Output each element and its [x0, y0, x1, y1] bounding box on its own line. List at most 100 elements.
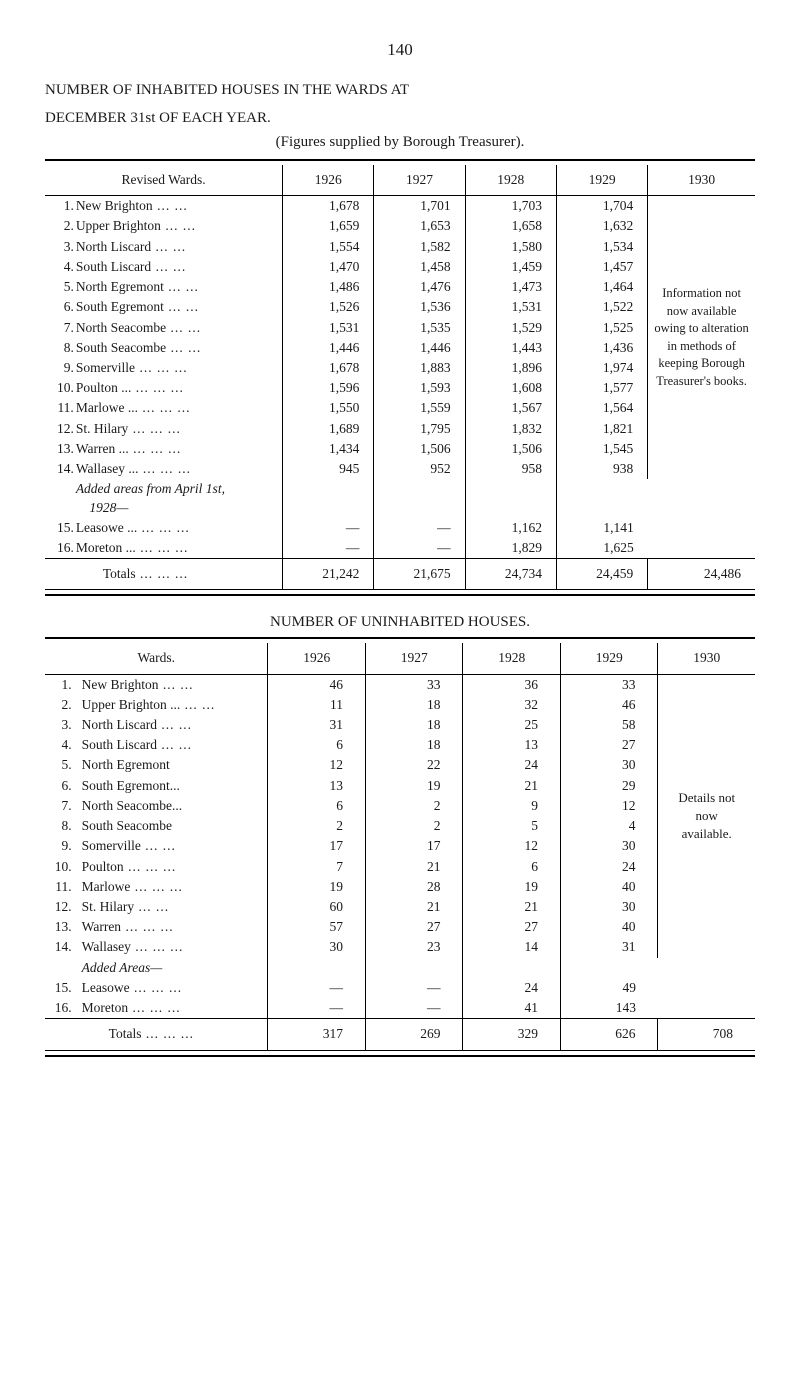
row-number: 1. [45, 674, 76, 695]
cell-value: 1,829 [465, 538, 556, 559]
cell-value: 1,974 [556, 358, 647, 378]
row-number: 14. [45, 937, 76, 957]
cell-value: 27 [463, 917, 561, 937]
cell-value: 28 [365, 877, 463, 897]
cell-value: 58 [560, 715, 658, 735]
cell-value: — [374, 518, 465, 538]
total-value: 24,734 [465, 559, 556, 590]
cell-value: 2 [268, 816, 366, 836]
cell-value: 1,535 [374, 318, 465, 338]
cell-value: — [365, 998, 463, 1019]
cell-value: 6 [268, 735, 366, 755]
cell-value: 21 [463, 897, 561, 917]
row-number: 2. [45, 216, 76, 236]
total-value: 24,459 [556, 559, 647, 590]
row-number: 9. [45, 358, 76, 378]
cell-value: 21 [365, 897, 463, 917]
cell-value: 1,446 [374, 338, 465, 358]
cell-value: 1,883 [374, 358, 465, 378]
year-header: 1927 [374, 165, 465, 196]
table-row: 1.New Brighton1,6781,7011,7031,704Inform… [45, 196, 755, 217]
section-2-title: NUMBER OF UNINHABITED HOUSES. [45, 614, 755, 631]
divider [45, 1055, 755, 1057]
table-row: 8.South Seacombe2254 [45, 816, 755, 836]
cell-value: 30 [560, 897, 658, 917]
cell-value: 11 [268, 695, 366, 715]
total-value: 21,242 [283, 559, 374, 590]
table-row: 4.South Liscard6181327 [45, 735, 755, 755]
row-number: 6. [45, 297, 76, 317]
added-areas-row: Added areas from April 1st, 1928— [45, 479, 755, 517]
cell-value: 1,704 [556, 196, 647, 217]
cell-value: — [283, 538, 374, 559]
row-label: St. Hilary [76, 897, 268, 917]
cell-value: 1,795 [374, 419, 465, 439]
total-value: 626 [560, 1019, 658, 1050]
year-header: 1928 [463, 643, 561, 674]
cell-value: 24 [463, 978, 561, 998]
cell-value: — [283, 518, 374, 538]
note-1930: Details not now available. [662, 701, 751, 931]
year-header: 1927 [365, 643, 463, 674]
cell-value: 13 [463, 735, 561, 755]
cell-value: 1,473 [465, 277, 556, 297]
header-label: Wards. [45, 643, 268, 674]
note-1930: Information not now available owing to a… [648, 208, 755, 468]
totals-label: Totals [76, 559, 283, 590]
cell-value: 1,896 [465, 358, 556, 378]
year-header: 1930 [648, 165, 755, 196]
cell-value: 2 [365, 796, 463, 816]
cell-value: 12 [268, 755, 366, 775]
row-label: North Liscard [76, 237, 283, 257]
cell-value: 4 [560, 816, 658, 836]
cell-value: 13 [268, 776, 366, 796]
cell-value: 1,531 [283, 318, 374, 338]
cell-value: 1,443 [465, 338, 556, 358]
cell-value: 1,689 [283, 419, 374, 439]
cell-value: 1,522 [556, 297, 647, 317]
row-number: 8. [45, 816, 76, 836]
cell-value: 1,534 [556, 237, 647, 257]
title-line-2: DECEMBER 31st OF EACH YEAR. [45, 106, 755, 130]
row-number: 3. [45, 715, 76, 735]
row-label: North Egremont [76, 277, 283, 297]
row-label: Upper Brighton ... [76, 695, 268, 715]
year-header: 1928 [465, 165, 556, 196]
cell-value: 1,545 [556, 439, 647, 459]
row-label: Poulton ... [76, 378, 283, 398]
row-number: 7. [45, 796, 76, 816]
added-areas-row: Added Areas— [45, 958, 755, 978]
row-label: North Seacombe... [76, 796, 268, 816]
cell-value: 1,582 [374, 237, 465, 257]
row-label: North Egremont [76, 755, 268, 775]
cell-value: 31 [268, 715, 366, 735]
row-label: South Liscard [76, 257, 283, 277]
cell-value: 1,554 [283, 237, 374, 257]
row-label: Marlowe ... [76, 398, 283, 418]
row-label: Leasowe ... [76, 518, 283, 538]
row-number: 15. [45, 978, 76, 998]
cell-value: 1,567 [465, 398, 556, 418]
cell-value: 1,506 [465, 439, 556, 459]
table-row: 12.St. Hilary60212130 [45, 897, 755, 917]
cell-value: 1,434 [283, 439, 374, 459]
cell-value: 40 [560, 917, 658, 937]
added-areas-label: Added areas from April 1st, 1928— [76, 479, 283, 517]
cell-value: 1,464 [556, 277, 647, 297]
cell-value: 1,536 [374, 297, 465, 317]
total-value: 269 [365, 1019, 463, 1050]
cell-value: 938 [556, 459, 647, 479]
cell-value: 46 [268, 674, 366, 695]
table-row: 3.North Liscard31182558 [45, 715, 755, 735]
cell-value: 22 [365, 755, 463, 775]
row-number: 4. [45, 257, 76, 277]
row-number: 15. [45, 518, 76, 538]
cell-value: 1,701 [374, 196, 465, 217]
total-value: 708 [658, 1019, 755, 1050]
cell-value: — [374, 538, 465, 559]
cell-value: 1,703 [465, 196, 556, 217]
row-label: New Brighton [76, 196, 283, 217]
table-row: 1.New Brighton46333633Details not now av… [45, 674, 755, 695]
cell-value: 1,653 [374, 216, 465, 236]
cell-value: 18 [365, 695, 463, 715]
